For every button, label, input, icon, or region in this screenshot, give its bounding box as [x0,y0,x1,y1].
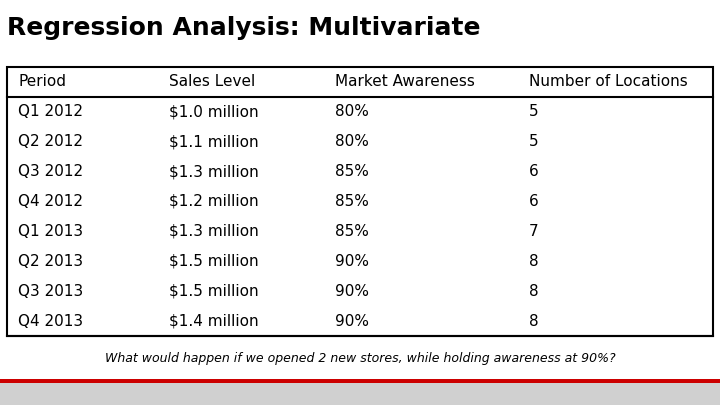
Text: 80%: 80% [335,134,369,149]
Text: © Stephan Sorger 2016;: © Stephan Sorger 2016; [220,389,360,399]
Text: Q2 2012: Q2 2012 [18,134,83,149]
Text: 80%: 80% [335,104,369,119]
Text: Q1 2013: Q1 2013 [18,224,83,239]
Text: 6: 6 [529,194,539,209]
Text: $1.5 million: $1.5 million [169,254,258,269]
Text: 90%: 90% [335,284,369,299]
Text: $1.4 million: $1.4 million [169,314,258,329]
Text: 85%: 85% [335,194,369,209]
Text: Q3 2012: Q3 2012 [18,164,83,179]
Text: 8: 8 [529,314,539,329]
Text: $1.3 million: $1.3 million [169,224,259,239]
Text: 90%: 90% [335,314,369,329]
Text: $1.1 million: $1.1 million [169,134,258,149]
Text: 7: 7 [529,224,539,239]
Text: Market Awareness: Market Awareness [335,74,474,89]
Text: $1.0 million: $1.0 million [169,104,258,119]
Text: 8: 8 [529,284,539,299]
Text: Q4 2012: Q4 2012 [18,194,83,209]
Text: $1.5 million: $1.5 million [169,284,258,299]
Text: Period: Period [18,74,66,89]
Text: Q1 2012: Q1 2012 [18,104,83,119]
Text: $1.3 million: $1.3 million [169,164,259,179]
Text: 85%: 85% [335,224,369,239]
Text: 5: 5 [529,104,539,119]
Text: $1.2 million: $1.2 million [169,194,258,209]
Text: 8: 8 [529,254,539,269]
Text: ; Data Science: Excel Regression: ; Data Science: Excel Regression [360,389,541,399]
Text: Q3 2013: Q3 2013 [18,284,84,299]
Text: Sales Level: Sales Level [169,74,256,89]
Text: What would happen if we opened 2 new stores, while holding awareness at 90%?: What would happen if we opened 2 new sto… [104,352,616,365]
Text: www.stephansorger.com: www.stephansorger.com [292,389,428,399]
Text: 90%: 90% [335,254,369,269]
Text: Number of Locations: Number of Locations [529,74,688,89]
Text: Q2 2013: Q2 2013 [18,254,83,269]
Text: Regression Analysis: Multivariate: Regression Analysis: Multivariate [7,16,481,40]
Text: 6: 6 [529,164,539,179]
Text: Q4 2013: Q4 2013 [18,314,83,329]
Text: 5: 5 [529,134,539,149]
Text: 85%: 85% [335,164,369,179]
